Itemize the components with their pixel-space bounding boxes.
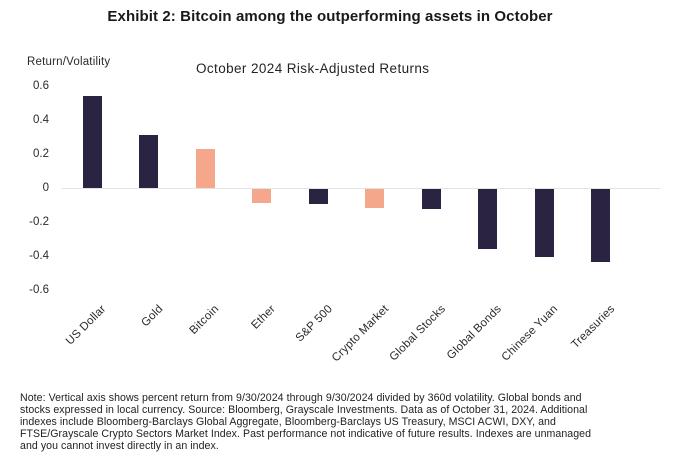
bar-global-bonds xyxy=(478,189,498,249)
bar-chinese-yuan xyxy=(534,189,554,257)
y-tick-0-6: 0.6 xyxy=(33,80,49,92)
x-label-gold: Gold xyxy=(138,303,166,330)
bar-global-stocks xyxy=(421,189,441,210)
x-label-treasuries: Treasuries xyxy=(569,303,618,352)
x-label-chinese-yuan: Chinese Yuan xyxy=(500,303,561,364)
bar-s-p-500 xyxy=(308,189,328,205)
zero-axis-line xyxy=(62,188,660,189)
x-label-bitcoin: Bitcoin xyxy=(187,303,222,337)
x-label-s-p-500: S&P 500 xyxy=(293,303,335,345)
x-label-ether: Ether xyxy=(249,303,279,332)
bar-ether xyxy=(252,189,272,203)
y-axis-label: Return/Volatility xyxy=(27,56,111,68)
bar-gold xyxy=(139,135,159,188)
x-label-us-dollar: US Dollar xyxy=(64,303,109,348)
y-tick-0: 0 xyxy=(42,182,49,194)
bar-crypto-market xyxy=(365,189,385,208)
footnote: Note: Vertical axis shows percent return… xyxy=(20,392,592,452)
x-label-global-stocks: Global Stocks xyxy=(387,303,448,364)
bar-bitcoin xyxy=(195,148,215,188)
y-tick-0-4: 0.4 xyxy=(33,114,49,126)
x-label-global-bonds: Global Bonds xyxy=(445,303,505,363)
y-tick-0-6: -0.6 xyxy=(29,284,49,296)
bar-treasuries xyxy=(591,189,611,263)
chart-title: October 2024 Risk-Adjusted Returns xyxy=(196,61,430,76)
x-label-crypto-market: Crypto Market xyxy=(329,303,392,365)
y-tick-0-4: -0.4 xyxy=(29,250,49,262)
exhibit-title: Exhibit 2: Bitcoin among the outperformi… xyxy=(107,8,553,25)
y-tick-0-2: -0.2 xyxy=(29,216,49,228)
y-tick-0-2: 0.2 xyxy=(33,148,49,160)
bar-us-dollar xyxy=(82,96,102,188)
